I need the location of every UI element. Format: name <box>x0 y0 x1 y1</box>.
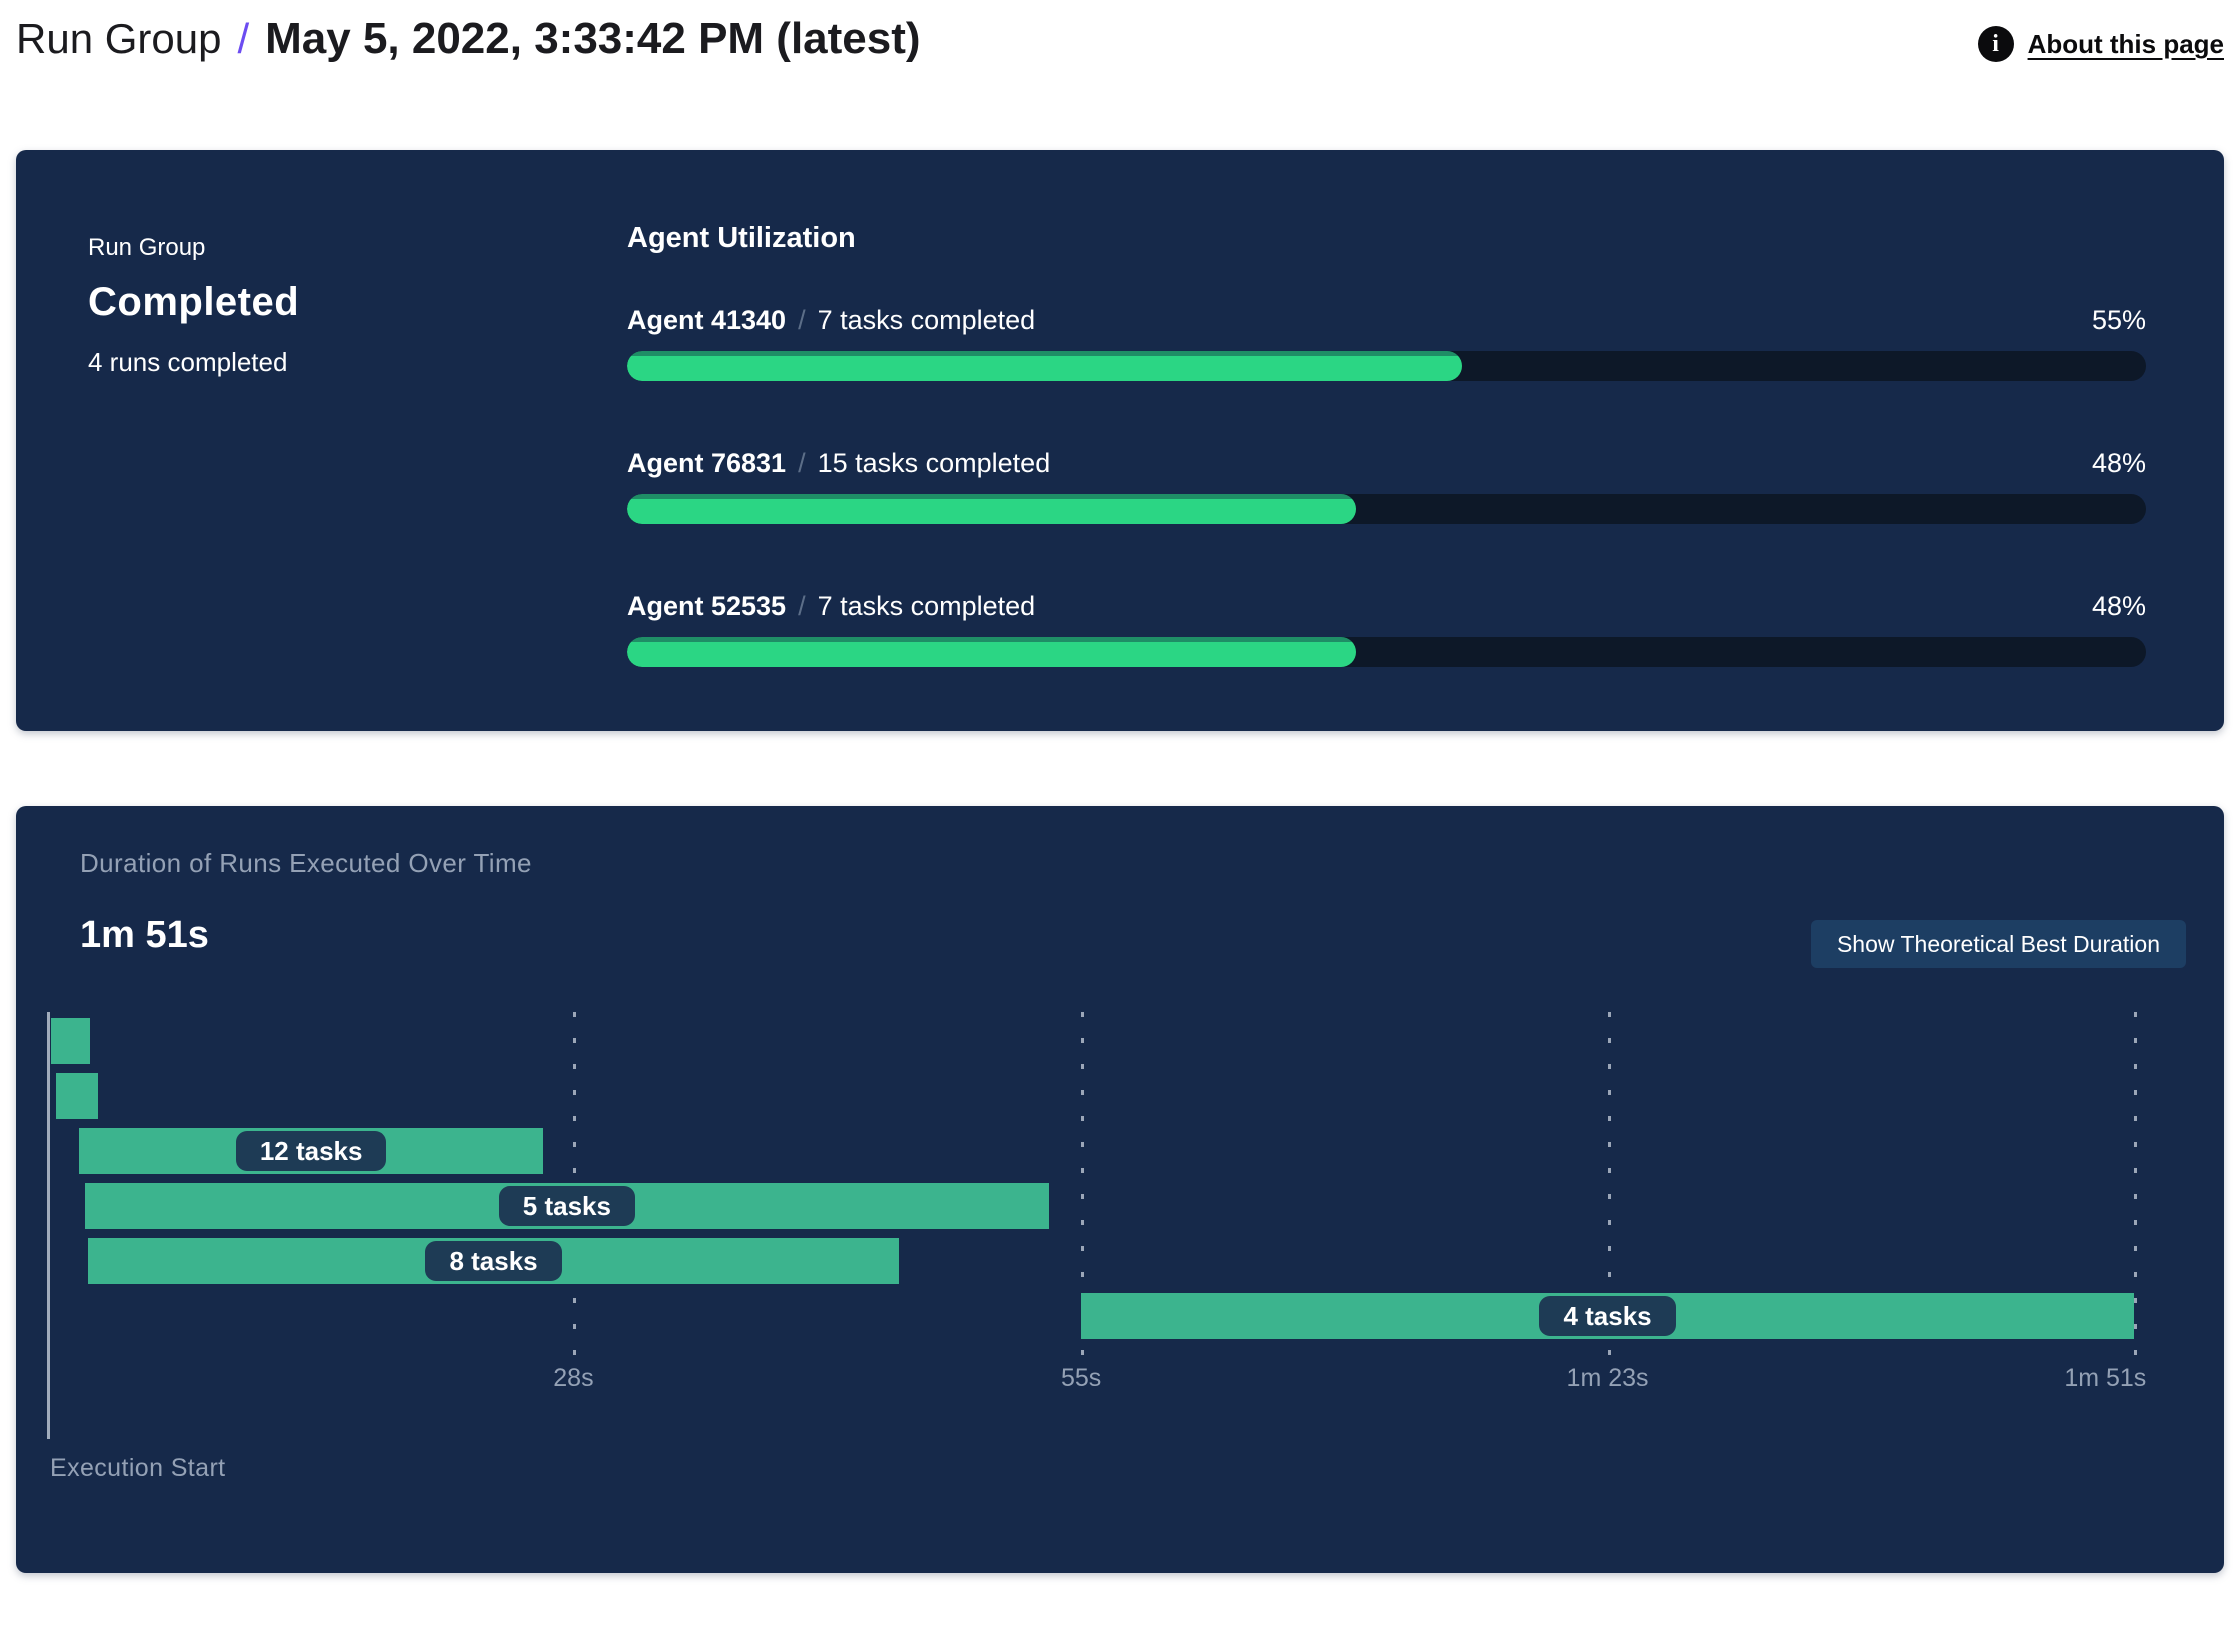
agent-utilization-bar-fill <box>627 494 1357 524</box>
x-axis-tick-label: 1m 23s <box>1566 1364 1649 1392</box>
agent-tasks-completed: 15 tasks completed <box>817 448 1051 478</box>
breadcrumb-root: Run Group <box>16 15 222 62</box>
agent-utilization-bar-track <box>627 351 2146 381</box>
page-title: May 5, 2022, 3:33:42 PM (latest) <box>265 14 921 63</box>
agent-utilization-row: Agent 52535 / 7 tasks completed 48% <box>627 591 2146 667</box>
agent-tasks-completed: 7 tasks completed <box>817 305 1036 335</box>
about-this-page[interactable]: i About this page <box>1977 26 2224 62</box>
gantt-plot: 28s 55s 1m 23s 1m 51s 12 tasks 5 tasks 8 tasks… <box>47 1012 2146 1442</box>
agent-name: Agent 76831 <box>627 448 787 478</box>
agent-utilization-panel: Agent Utilization Agent 41340 / 7 tasks … <box>627 222 2146 731</box>
agent-utilization-row: Agent 76831 / 15 tasks completed 48% <box>627 448 2146 524</box>
agent-name: Agent 52535 <box>627 591 787 621</box>
agent-utilization-heading: Agent Utilization <box>627 222 856 254</box>
gantt-gridline <box>2134 1012 2137 1357</box>
run-group-status-panel: Run Group Completed 4 runs completed <box>88 222 627 731</box>
runs-completed-count: 4 runs completed <box>88 347 288 377</box>
agent-utilization-percent: 55% <box>2091 305 2146 335</box>
gantt-run-bar[interactable]: 5 tasks <box>84 1183 1050 1229</box>
agent-utilization-bar-fill <box>627 351 1463 381</box>
agent-separator: / <box>798 305 806 335</box>
breadcrumb-separator: / <box>237 15 250 62</box>
duration-card: Duration of Runs Executed Over Time 1m 5… <box>16 806 2224 1573</box>
agent-utilization-percent: 48% <box>2091 591 2146 621</box>
task-count-badge: 5 tasks <box>498 1186 635 1226</box>
agent-name: Agent 41340 <box>627 305 787 335</box>
breadcrumb: Run Group / May 5, 2022, 3:33:42 PM (lat… <box>16 14 921 64</box>
x-axis-tick-label: 28s <box>553 1364 594 1392</box>
gantt-gridline <box>1607 1012 1611 1357</box>
page-header: Run Group / May 5, 2022, 3:33:42 PM (lat… <box>16 14 2224 64</box>
gantt-run-bar[interactable]: 12 tasks <box>78 1128 544 1174</box>
run-group-label: Run Group <box>88 234 206 261</box>
total-duration-value: 1m 51s <box>80 914 209 956</box>
task-count-badge: 4 tasks <box>1539 1296 1676 1336</box>
gantt-run-bar[interactable]: 8 tasks <box>88 1238 899 1284</box>
gantt-gridline <box>1081 1012 1085 1357</box>
agent-utilization-percent: 48% <box>2091 448 2146 478</box>
gantt-run-bar[interactable] <box>56 1073 98 1119</box>
agent-utilization-row: Agent 41340 / 7 tasks completed 55% <box>627 305 2146 381</box>
x-axis-tick-label: 1m 51s <box>2064 1364 2147 1392</box>
task-count-badge: 12 tasks <box>235 1131 387 1171</box>
agent-separator: / <box>798 448 806 478</box>
info-icon[interactable]: i <box>1977 26 2014 62</box>
task-count-badge: 8 tasks <box>425 1241 562 1281</box>
agent-utilization-bar-track <box>627 637 2146 667</box>
execution-start-axis-line <box>47 1012 50 1439</box>
x-axis-tick-label: 55s <box>1060 1364 1102 1392</box>
agent-utilization-bar-fill <box>627 637 1357 667</box>
run-group-status: Completed <box>88 280 300 324</box>
agent-separator: / <box>798 591 806 621</box>
execution-start-label: Execution Start <box>50 1454 226 1482</box>
show-theoretical-best-duration-button[interactable]: Show Theoretical Best Duration <box>1810 920 2186 968</box>
gantt-run-bar[interactable] <box>50 1018 91 1064</box>
run-group-summary-card: Run Group Completed 4 runs completed Age… <box>16 150 2224 731</box>
agent-utilization-bar-track <box>627 494 2146 524</box>
gantt-run-bar[interactable]: 4 tasks <box>1081 1293 2134 1339</box>
about-this-page-link[interactable]: About this page <box>2027 28 2224 59</box>
duration-chart-subtitle: Duration of Runs Executed Over Time <box>80 848 532 878</box>
agent-tasks-completed: 7 tasks completed <box>817 591 1036 621</box>
